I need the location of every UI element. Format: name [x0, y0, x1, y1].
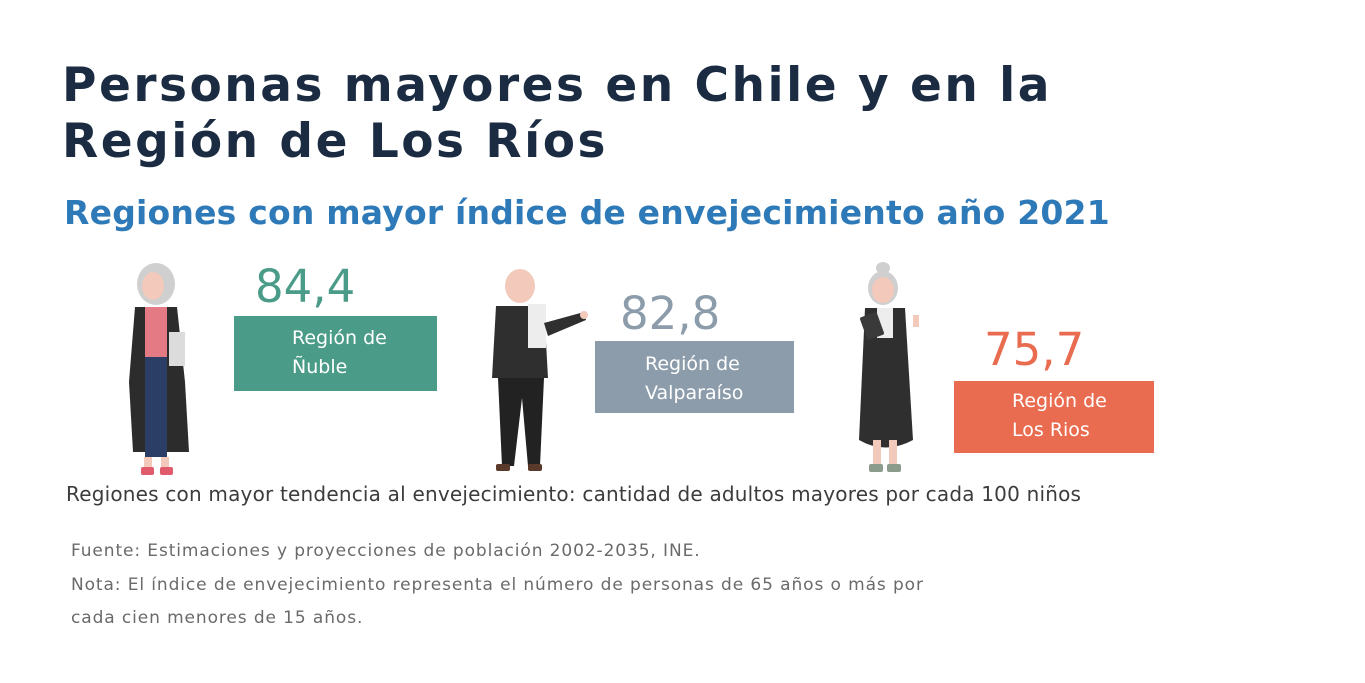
- elderly-woman-with-tablet-illustration: [859, 262, 919, 472]
- region-value-valparaiso: 82,8: [620, 287, 721, 340]
- region-label-valparaiso-line1: Región de: [645, 353, 740, 375]
- region-label-los-rios-line2: Los Rios: [1012, 419, 1090, 441]
- region-label-los-rios-line1: Región de: [1012, 390, 1107, 412]
- title-line-1: Personas mayores en Chile y en la: [62, 58, 1052, 113]
- region-label-nuble-line1: Región de: [292, 327, 387, 349]
- region-label-valparaiso-line2: Valparaíso: [645, 382, 744, 404]
- subtitle: Regiones con mayor índice de envejecimie…: [64, 193, 1110, 232]
- region-value-los-rios: 75,7: [984, 323, 1085, 376]
- source-note: Fuente: Estimaciones y proyecciones de p…: [71, 541, 701, 561]
- definition-note-line2: cada cien menores de 15 años.: [71, 608, 364, 628]
- region-label-nuble-line2: Ñuble: [292, 356, 348, 378]
- elderly-man-illustration: [492, 269, 588, 471]
- page-title: Personas mayores en Chile y en la Región…: [62, 58, 1052, 170]
- elderly-woman-illustration: [129, 263, 189, 475]
- region-label-los-rios: Región de Los Rios: [954, 381, 1154, 453]
- title-line-2: Región de Los Ríos: [62, 114, 608, 169]
- chart-caption: Regiones con mayor tendencia al envejeci…: [66, 482, 1082, 506]
- region-value-nuble: 84,4: [255, 260, 356, 313]
- definition-note-line1: Nota: El índice de envejecimiento repres…: [71, 575, 924, 595]
- region-label-nuble: Región de Ñuble: [234, 316, 437, 391]
- region-label-valparaiso: Región de Valparaíso: [595, 341, 794, 413]
